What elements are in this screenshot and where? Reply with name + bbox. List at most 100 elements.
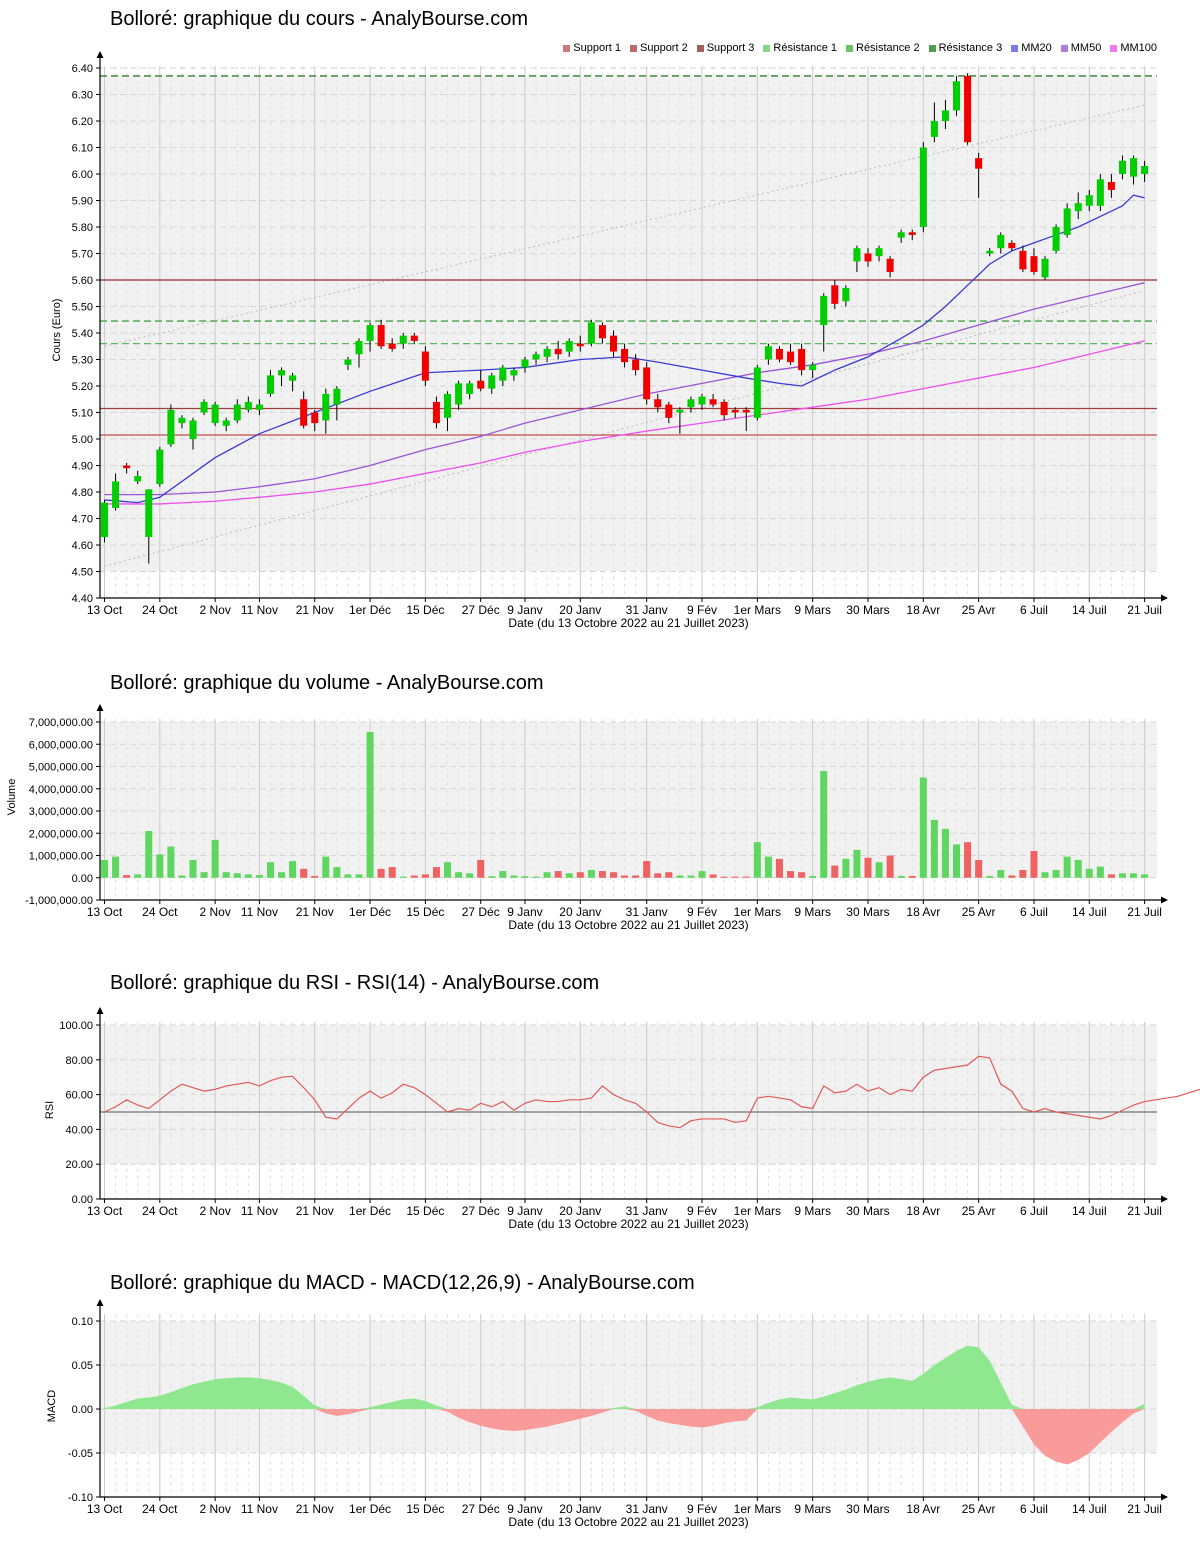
volume-ytick-label: 5,000,000.00	[29, 762, 93, 774]
volume-ytick-label: 0.00	[72, 873, 93, 885]
candle	[1096, 179, 1104, 206]
rsi-xtick-label: 2 Nov	[199, 1204, 230, 1218]
volume-xtick-label: 14 Juil	[1072, 905, 1107, 919]
price-ytick-label: 4.50	[72, 567, 93, 579]
price-ytick-label: 5.80	[72, 222, 93, 234]
volume-bar	[444, 862, 452, 878]
candle	[466, 383, 474, 394]
rsi-xtick-label: 27 Déc	[462, 1204, 500, 1218]
price-ytick-label: 6.00	[72, 169, 93, 181]
candle	[112, 481, 120, 508]
volume-xaxis-arrow-icon	[1161, 896, 1168, 904]
volume-ytick-label: 7,000,000.00	[29, 717, 93, 729]
candle	[532, 354, 540, 360]
rsi-xtick-label: 20 Janv	[559, 1204, 601, 1218]
volume-bar	[720, 876, 728, 878]
candle	[975, 158, 983, 169]
rsi-ytick-label: 0.00	[72, 1194, 93, 1206]
macd-ytick-label: 0.05	[72, 1360, 93, 1372]
volume-bar	[377, 868, 385, 878]
volume-bar	[842, 858, 850, 878]
volume-bar	[953, 844, 961, 878]
candle	[1107, 181, 1115, 190]
volume-bar	[643, 861, 651, 878]
volume-bar	[222, 872, 230, 878]
price-xtick-label: 1er Mars	[734, 603, 781, 617]
candle	[720, 401, 728, 416]
volume-bar	[554, 871, 562, 878]
volume-bar	[621, 875, 629, 878]
candle	[997, 234, 1005, 249]
legend-item-support-2: Support 2	[630, 42, 688, 54]
volume-bar	[1019, 869, 1027, 878]
volume-bar	[565, 873, 573, 878]
macd-ytick-label: -0.05	[68, 1448, 93, 1460]
candle	[864, 253, 872, 262]
legend-label: MM50	[1070, 42, 1102, 54]
legend-swatch-icon	[1110, 44, 1118, 52]
price-ytick-label: 5.10	[72, 408, 93, 420]
legend-item-mm100: MM100	[1110, 42, 1157, 54]
rsi-xtick-label: 9 Janv	[507, 1204, 542, 1218]
price-xtick-label: 6 Juil	[1020, 603, 1048, 617]
price-xtick-label: 31 Janv	[626, 603, 668, 617]
candle	[1074, 203, 1082, 212]
legend-swatch-icon	[763, 44, 771, 52]
candle	[964, 75, 972, 143]
volume-bar	[399, 876, 407, 878]
volume-chart-title: Bolloré: graphique du volume - AnalyBour…	[110, 672, 544, 694]
price-xaxis-label: Date (du 13 Octobre 2022 au 21 Juillet 2…	[508, 616, 749, 630]
volume-bar	[1118, 873, 1126, 878]
price-grid	[104, 66, 1146, 598]
volume-xtick-label: 31 Janv	[626, 905, 668, 919]
legend-swatch-icon	[630, 44, 637, 52]
candle	[687, 399, 695, 408]
candle	[798, 348, 806, 371]
candle	[698, 396, 706, 405]
rsi-xaxis-arrow-icon	[1161, 1195, 1168, 1203]
candle	[477, 380, 485, 389]
price-xtick-label: 13 Oct	[87, 603, 123, 617]
candle	[609, 335, 617, 352]
volume-xtick-label: 24 Oct	[142, 905, 178, 919]
rsi-axes	[96, 1007, 1168, 1203]
volume-bar	[322, 856, 330, 878]
candle	[333, 388, 341, 405]
volume-xtick-label: 9 Janv	[507, 905, 542, 919]
candle	[654, 399, 662, 408]
macd-xtick-label: 21 Juil	[1127, 1502, 1162, 1516]
macd-xtick-label: 6 Juil	[1020, 1502, 1048, 1516]
candle	[421, 351, 429, 381]
price-xtick-label: 27 Déc	[462, 603, 500, 617]
candle	[731, 409, 739, 413]
legend-swatch-icon	[928, 44, 936, 52]
candle	[222, 420, 230, 426]
volume-bar	[809, 875, 817, 878]
candle	[753, 367, 761, 418]
candle	[941, 110, 949, 121]
candle	[676, 409, 684, 413]
candle	[355, 340, 363, 355]
volume-bar	[787, 871, 795, 878]
volume-ytick-label: 2,000,000.00	[29, 828, 93, 840]
volume-bar	[1063, 856, 1071, 878]
macd-yaxis-arrow-icon	[96, 1299, 104, 1306]
legend-item-résistance-1: Résistance 1	[763, 42, 837, 54]
macd-xtick-label: 11 Nov	[241, 1502, 278, 1516]
rsi-yticks: 0.00 20.00 40.00 60.00 80.00 100.00	[59, 1020, 100, 1206]
volume-bar	[101, 859, 108, 878]
macd-xtick-label: 15 Déc	[406, 1502, 444, 1516]
legend-swatch-icon	[563, 44, 571, 52]
legend-label: Support 3	[706, 42, 755, 54]
macd-xtick-label: 24 Oct	[142, 1502, 178, 1516]
volume-bar	[455, 872, 463, 878]
candle	[930, 121, 938, 137]
legend-label: MM20	[1021, 42, 1052, 54]
volume-bar	[831, 865, 839, 878]
macd-xtick-labels: 13 Oct 24 Oct 2 Nov 11 Nov 21 Nov 1er Déc 15 D…	[87, 1502, 1162, 1516]
rsi-xtick-labels: 13 Oct 24 Oct 2 Nov 11 Nov 21 Nov 1er Déc 15 D…	[87, 1204, 1162, 1218]
volume-bar	[1141, 874, 1149, 878]
volume-axes	[96, 704, 1168, 904]
price-xtick-label: 14 Juil	[1072, 603, 1107, 617]
volume-xtick-labels: 13 Oct 24 Oct 2 Nov 11 Nov 21 Nov 1er Déc 15 D…	[87, 905, 1162, 919]
